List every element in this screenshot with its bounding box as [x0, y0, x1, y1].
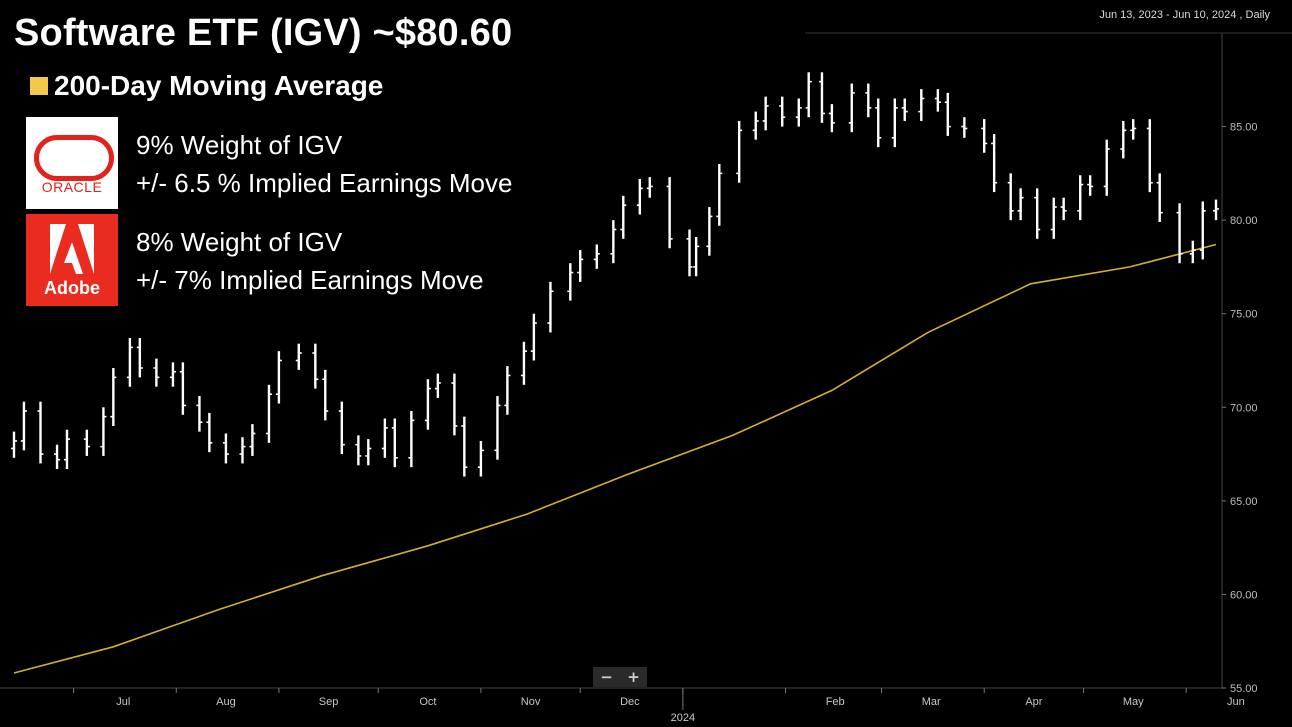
zoom-in-button[interactable]: + — [627, 668, 640, 686]
moving-average-line — [13, 243, 1217, 674]
legend-swatch — [30, 77, 48, 95]
moving-average-layer — [13, 243, 1217, 674]
adobe-weight-text: 8% Weight of IGV — [136, 227, 343, 257]
month-label: Feb — [826, 696, 845, 708]
price-tick-label: 55.00 — [1230, 683, 1258, 695]
legend-label: 200-Day Moving Average — [54, 70, 384, 101]
month-label: May — [1123, 696, 1144, 708]
date-range-label[interactable]: Jun 13, 2023 - Jun 10, 2024 , Daily — [1099, 9, 1270, 21]
zoom-controls: − + — [593, 667, 647, 687]
price-tick-label: 80.00 — [1230, 215, 1258, 227]
adobe-a-icon — [50, 224, 94, 274]
year-label: 2024 — [671, 712, 695, 724]
price-tick-label: 70.00 — [1230, 402, 1258, 414]
zoom-out-button[interactable]: − — [600, 668, 613, 686]
adobe-logo-text: Adobe — [44, 278, 100, 298]
month-label: Apr — [1025, 696, 1042, 708]
month-label: Nov — [521, 696, 541, 708]
adobe-logo: Adobe — [26, 214, 118, 306]
oracle-logo-oval — [34, 135, 114, 181]
month-label: Mar — [922, 696, 941, 708]
month-label: Sep — [319, 696, 339, 708]
price-tick-label: 85.00 — [1230, 122, 1258, 134]
oracle-note: 9% Weight of IGV +/- 6.5 % Implied Earni… — [136, 126, 512, 202]
price-bars-layer — [11, 72, 1219, 477]
adobe-move-text: +/- 7% Implied Earnings Move — [136, 265, 484, 295]
price-tick-label: 65.00 — [1230, 496, 1258, 508]
month-label: Jun — [1227, 696, 1245, 708]
price-axis: 55.00 60.00 65.00 70.00 75.00 80.00 85.00 — [1222, 122, 1258, 695]
oracle-weight-text: 9% Weight of IGV — [136, 130, 343, 160]
price-tick-label: 75.00 — [1230, 309, 1258, 321]
month-label: Dec — [620, 696, 640, 708]
oracle-logo-text: ORACLE — [41, 179, 103, 195]
price-tick-label: 60.00 — [1230, 589, 1258, 601]
moving-average-legend: 200-Day Moving Average — [30, 70, 383, 102]
month-label: Oct — [419, 696, 436, 708]
month-label: Aug — [216, 696, 236, 708]
adobe-note: 8% Weight of IGV +/- 7% Implied Earnings… — [136, 223, 484, 299]
chart-title: Software ETF (IGV) ~$80.60 — [14, 12, 513, 54]
oracle-logo: ORACLE — [26, 117, 118, 209]
time-axis: Jul Aug Sep Oct Nov Dec Feb Mar Apr May Jun 2024 — [73, 688, 1245, 724]
month-label: Jul — [116, 696, 130, 708]
oracle-move-text: +/- 6.5 % Implied Earnings Move — [136, 168, 513, 198]
